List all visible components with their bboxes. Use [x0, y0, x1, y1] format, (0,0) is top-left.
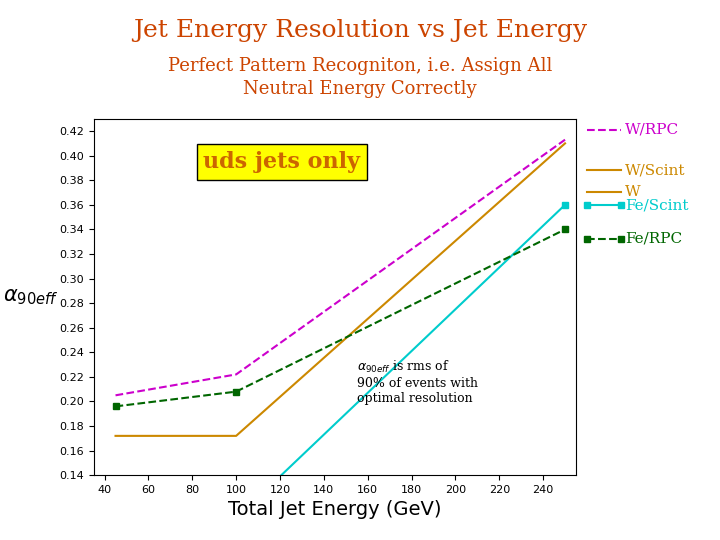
Text: Fe/Scint: Fe/Scint [625, 198, 688, 212]
Text: $\alpha_{90eff}$: $\alpha_{90eff}$ [3, 287, 58, 307]
Text: W/RPC: W/RPC [625, 123, 679, 137]
Text: W/Scint: W/Scint [625, 163, 685, 177]
Text: $\alpha_{90eff}$ is rms of
90% of events with
optimal resolution: $\alpha_{90eff}$ is rms of 90% of events… [356, 359, 478, 404]
X-axis label: Total Jet Energy (GeV): Total Jet Energy (GeV) [228, 501, 441, 519]
Text: Perfect Pattern Recogniton, i.e. Assign All
Neutral Energy Correctly: Perfect Pattern Recogniton, i.e. Assign … [168, 57, 552, 98]
Text: Jet Energy Resolution vs Jet Energy: Jet Energy Resolution vs Jet Energy [133, 19, 587, 42]
Text: uds jets only: uds jets only [203, 151, 360, 173]
Text: Fe/RPC: Fe/RPC [625, 232, 682, 246]
Text: W: W [625, 185, 641, 199]
